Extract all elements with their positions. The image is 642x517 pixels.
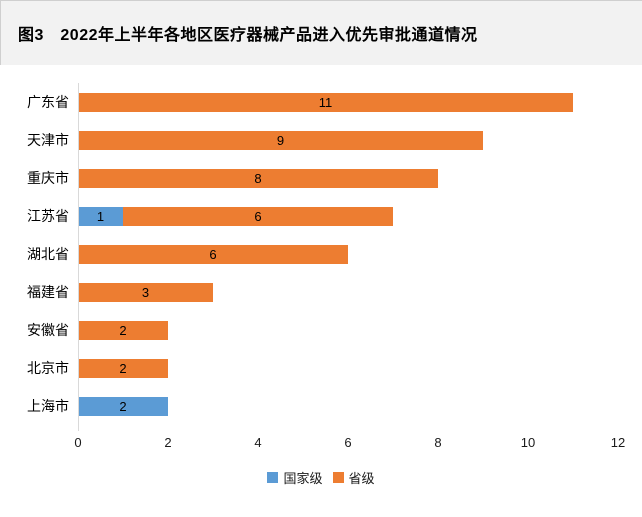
x-axis-tick-label: 6 bbox=[344, 435, 352, 450]
legend-label: 国家级 bbox=[283, 471, 323, 486]
bar-value-label: 9 bbox=[276, 132, 285, 148]
bar-value-label: 3 bbox=[141, 284, 150, 300]
chart-row: 北京市 2 bbox=[0, 349, 642, 387]
bar-track: 8 bbox=[78, 168, 438, 188]
chart-title-band: 图3 2022年上半年各地区医疗器械产品进入优先审批通道情况 bbox=[0, 0, 642, 65]
legend-item-国家级: 国家级 bbox=[267, 468, 323, 487]
x-axis-tick-label: 10 bbox=[520, 435, 536, 450]
x-axis-tick-label: 2 bbox=[164, 435, 172, 450]
chart-row: 江苏省 1 6 bbox=[0, 197, 642, 235]
y-axis-line bbox=[78, 83, 79, 431]
bar-chart: 广东省 11 天津市 9 重庆市 8 江苏省 1 6 湖北省 6 福建省 3 安徽省 2 北京市 2 上海市 2 0… bbox=[0, 83, 642, 487]
bar-value-label: 8 bbox=[254, 170, 262, 186]
bar-segment-省级: 3 bbox=[78, 282, 213, 302]
legend-swatch-icon bbox=[267, 472, 279, 483]
legend-item-省级: 省级 bbox=[332, 468, 375, 487]
category-label: 重庆市 bbox=[27, 170, 69, 186]
bar-segment-国家级: 1 bbox=[78, 206, 123, 226]
chart-row: 广东省 11 bbox=[0, 83, 642, 121]
x-axis-tick-label: 4 bbox=[254, 435, 262, 450]
legend: 国家级 省级 bbox=[0, 468, 642, 487]
bar-value-label: 2 bbox=[119, 322, 127, 338]
chart-row: 福建省 3 bbox=[0, 273, 642, 311]
category-label: 福建省 bbox=[27, 284, 69, 300]
category-label: 上海市 bbox=[27, 398, 69, 414]
bar-segment-省级: 8 bbox=[78, 168, 438, 188]
x-axis-tick-label: 8 bbox=[434, 435, 442, 450]
x-axis: 0 2 4 6 8 10 12 bbox=[0, 430, 642, 456]
bar-segment-省级: 2 bbox=[78, 358, 168, 378]
bar-value-label: 6 bbox=[254, 208, 262, 224]
chart-row: 湖北省 6 bbox=[0, 235, 642, 273]
bar-track: 9 bbox=[78, 130, 483, 150]
x-axis-tick-label: 12 bbox=[610, 435, 626, 450]
chart-row: 安徽省 2 bbox=[0, 311, 642, 349]
bar-segment-国家级: 2 bbox=[78, 396, 168, 416]
bar-value-label: 11 bbox=[318, 94, 333, 110]
bar-value-label: 1 bbox=[96, 208, 105, 224]
bar-track: 2 bbox=[78, 396, 168, 416]
bar-segment-省级: 11 bbox=[78, 92, 573, 112]
bar-segment-省级: 6 bbox=[123, 206, 393, 226]
category-label: 湖北省 bbox=[27, 246, 69, 262]
bar-track: 6 bbox=[78, 244, 348, 264]
category-label: 广东省 bbox=[27, 94, 69, 110]
bar-segment-省级: 6 bbox=[78, 244, 348, 264]
chart-row: 上海市 2 bbox=[0, 387, 642, 425]
chart-title: 图3 2022年上半年各地区医疗器械产品进入优先审批通道情况 bbox=[18, 27, 478, 44]
x-axis-tick-label: 0 bbox=[74, 435, 82, 450]
bar-value-label: 2 bbox=[119, 360, 127, 376]
category-label: 北京市 bbox=[27, 360, 69, 376]
bar-track: 2 bbox=[78, 320, 168, 340]
bar-segment-省级: 2 bbox=[78, 320, 168, 340]
chart-row: 重庆市 8 bbox=[0, 159, 642, 197]
category-label: 江苏省 bbox=[27, 208, 69, 224]
bar-track: 3 bbox=[78, 282, 213, 302]
category-label: 天津市 bbox=[27, 132, 69, 148]
chart-row: 天津市 9 bbox=[0, 121, 642, 159]
category-label: 安徽省 bbox=[27, 322, 69, 338]
bar-segment-省级: 9 bbox=[78, 130, 483, 150]
legend-swatch-icon bbox=[332, 472, 344, 483]
bar-track: 2 bbox=[78, 358, 168, 378]
bar-value-label: 6 bbox=[209, 246, 217, 262]
bar-value-label: 2 bbox=[119, 398, 127, 414]
legend-label: 省级 bbox=[348, 471, 375, 486]
plot-area: 广东省 11 天津市 9 重庆市 8 江苏省 1 6 湖北省 6 福建省 3 安徽省 2 北京市 2 上海市 2 bbox=[0, 83, 642, 431]
bar-track: 11 bbox=[78, 92, 573, 112]
